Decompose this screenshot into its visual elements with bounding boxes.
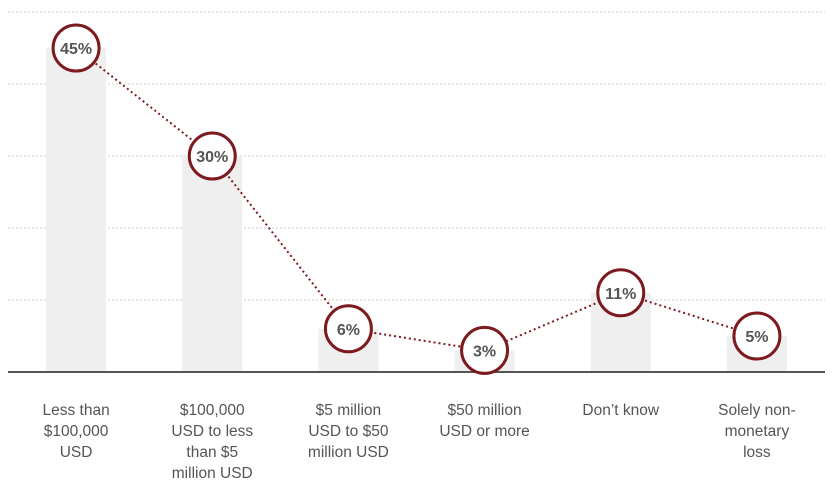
x-tick-label-line: $100,000: [43, 423, 109, 440]
x-tick-label-line: $50 million: [447, 402, 522, 419]
x-tick-label: Less than $100,000 USD: [11, 400, 141, 463]
x-tick-label-line: USD or more: [439, 423, 530, 440]
x-tick-label: Don’t know: [556, 400, 686, 421]
x-tick-label: Solely non-monetary loss: [692, 400, 822, 463]
value-marker: [187, 131, 237, 181]
bars: [46, 48, 787, 372]
gridlines: [8, 11, 825, 301]
x-tick-label-line: Solely non-: [718, 402, 796, 419]
x-tick-label-line: million USD: [307, 444, 389, 461]
x-tick-label-line: loss: [743, 444, 771, 461]
x-tick-label-line: $100,000: [179, 402, 245, 419]
data-label: 3%: [473, 343, 496, 360]
value-marker: [323, 304, 373, 354]
value-markers: 45% 30% 6% 3% 11% 5%: [51, 23, 782, 375]
value-marker: [732, 311, 782, 361]
value-marker: [596, 268, 646, 318]
x-tick-label-line: monetary: [724, 423, 790, 440]
data-label: 45%: [60, 41, 92, 58]
value-marker: [460, 325, 510, 375]
x-tick-label-line: $5 million: [315, 402, 382, 419]
x-tick-label-line: million USD: [171, 465, 253, 482]
x-tick-label: $50 million USD or more: [420, 400, 550, 442]
value-marker: [51, 23, 101, 73]
connecting-line: [75, 47, 758, 352]
x-tick-label: $100,000 USD to less than $5 million USD: [147, 400, 277, 484]
bar: [182, 156, 243, 372]
x-tick-label-line: than $5: [186, 444, 239, 461]
data-label: 30%: [196, 149, 228, 166]
data-label: 6%: [337, 322, 360, 339]
data-label: 11%: [605, 286, 636, 303]
x-tick-label-line: Less than: [42, 402, 110, 419]
x-tick-label-line: Don’t know: [582, 402, 660, 419]
x-tick-label: $5 million USD to $50 million USD: [283, 400, 413, 463]
x-tick-label-line: USD to less: [171, 423, 254, 440]
x-tick-label-line: USD to $50: [308, 423, 389, 440]
bar: [46, 48, 107, 372]
data-label: 5%: [745, 329, 768, 346]
x-tick-label-line: USD: [59, 444, 93, 461]
